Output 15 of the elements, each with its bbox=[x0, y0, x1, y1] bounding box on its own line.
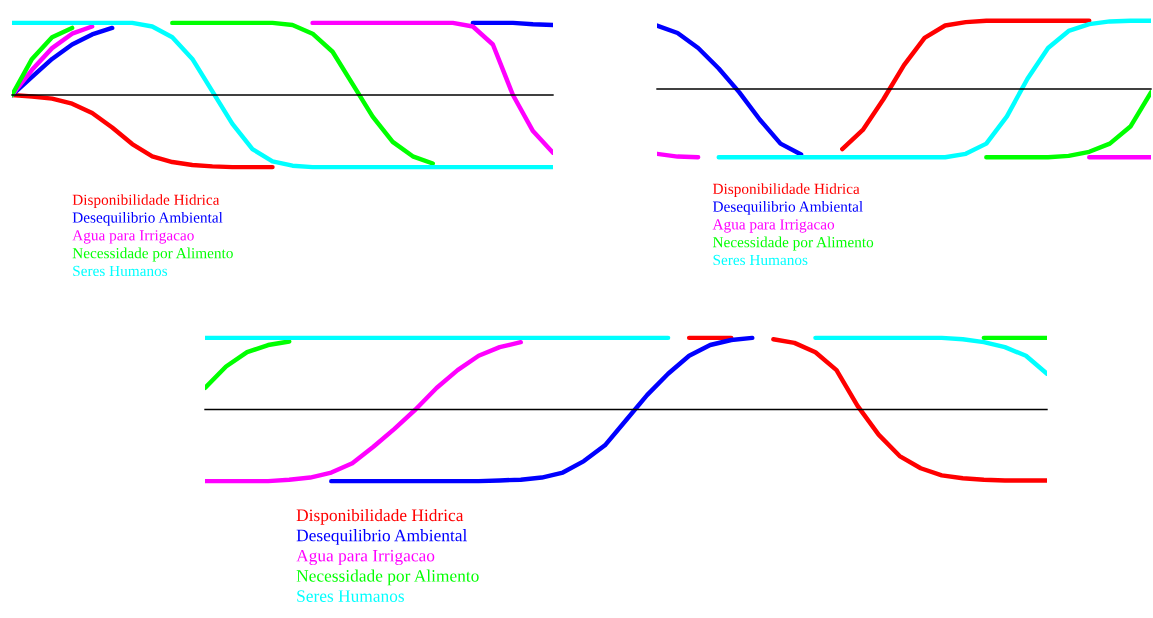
text: Necessidade por Alimento bbox=[296, 569, 479, 586]
text: Seres Humanos bbox=[297, 590, 405, 602]
text: Necessidade por Alimento bbox=[72, 247, 233, 262]
text: Agua para Irrigacao bbox=[712, 219, 835, 233]
text: Desequilibrio Ambiental bbox=[712, 201, 863, 215]
text: Desequilibrio Ambiental bbox=[296, 529, 467, 545]
text: Desequilibrio Ambiental bbox=[72, 211, 223, 226]
text: Seres Humanos bbox=[713, 254, 808, 266]
text: Seres Humanos bbox=[73, 265, 168, 277]
text: Agua para Irrigacao bbox=[296, 549, 435, 566]
text: Disponibilidade Hidrica bbox=[712, 183, 860, 198]
text: Agua para Irrigacao bbox=[72, 230, 194, 244]
text: Necessidade por Alimento bbox=[712, 236, 874, 251]
series-label: Disponibilidade Hidrica bbox=[72, 194, 220, 209]
text: Disponibilidade Hidrica bbox=[296, 508, 464, 525]
